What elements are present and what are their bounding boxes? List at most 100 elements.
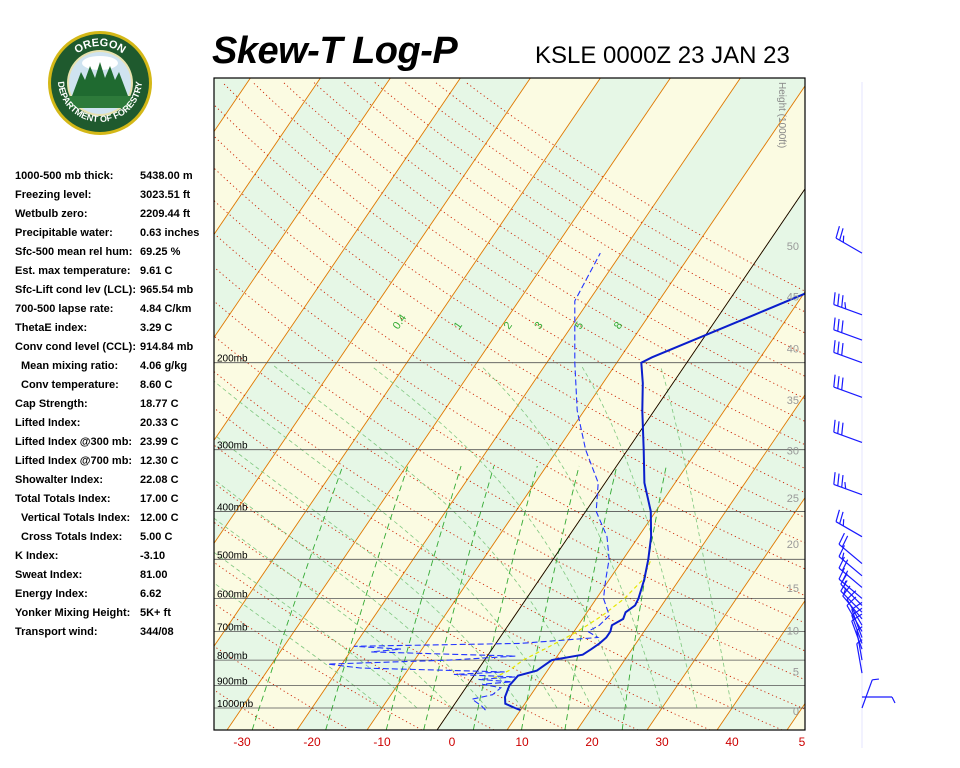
- index-row: Transport wind: 344/08: [15, 624, 215, 643]
- index-label: K Index:: [15, 550, 59, 562]
- index-label: Lifted Index @700 mb:: [15, 455, 133, 467]
- index-label: Lifted Index @300 mb:: [15, 436, 133, 448]
- index-value: 0.63 inches: [140, 227, 200, 239]
- index-value: 965.54 mb: [140, 284, 194, 296]
- isotherm-line: [214, 78, 251, 133]
- mixing-ratio-line: [423, 465, 495, 730]
- mixing-ratio-label: 2: [502, 320, 515, 332]
- dry-adiabat: [214, 444, 711, 730]
- dewpoint-trace: [327, 252, 610, 711]
- index-row: Cross Totals Index: 5.00 C: [15, 529, 215, 548]
- isobar-label: 600mb: [217, 589, 248, 600]
- isotherm-line: [716, 599, 805, 730]
- index-label: Cross Totals Index:: [21, 531, 123, 543]
- index-value: 5438.00 m: [140, 170, 193, 182]
- index-value: 4.84 C/km: [140, 303, 192, 315]
- dry-adiabat: [214, 482, 639, 730]
- index-label: Conv cond level (CCL):: [15, 341, 137, 353]
- index-label: Lifted Index:: [15, 417, 81, 429]
- mixing-ratio-label: 3: [532, 320, 545, 332]
- isotherm-line: [214, 78, 391, 339]
- index-row: Total Totals Index: 17.00 C: [15, 491, 215, 510]
- station-datetime: KSLE 0000Z 23 JAN 23: [535, 42, 790, 69]
- index-row: Freezing level: 3023.51 ft: [15, 187, 215, 206]
- isobar-label: 400mb: [217, 502, 248, 513]
- height-tick-label: 40: [787, 343, 799, 355]
- isobar-label: 800mb: [217, 651, 248, 662]
- index-value: 344/08: [140, 626, 174, 638]
- index-label: Est. max temperature:: [15, 265, 131, 277]
- moist-adiabat: [214, 434, 523, 709]
- dry-adiabat: [282, 81, 805, 422]
- isotherm-line: [0, 78, 40, 730]
- isotherm-line: [0, 78, 180, 730]
- index-row: Showalter Index: 22.08 C: [15, 472, 215, 491]
- wind-barb: [833, 340, 863, 364]
- x-tick-label: 5: [799, 735, 806, 749]
- isotherm-line: [576, 393, 805, 730]
- mixing-ratio-label: 8: [612, 320, 625, 332]
- wind-barb: [833, 419, 863, 443]
- index-label: Cap Strength:: [15, 398, 88, 410]
- moist-adiabat: [480, 365, 663, 709]
- x-tick-label: 0: [449, 735, 456, 749]
- height-tick-label: 0: [793, 706, 799, 718]
- index-row: K Index: -3.10: [15, 548, 215, 567]
- index-value: -3.10: [140, 550, 166, 562]
- index-row: Precipitable water: 0.63 inches: [15, 225, 215, 244]
- mixing-ratio-line: [325, 465, 409, 730]
- isotherm-line: [214, 78, 461, 442]
- index-value: 18.77 C: [140, 398, 179, 410]
- dry-adiabat: [214, 603, 423, 730]
- index-row: Cap Strength: 18.77 C: [15, 396, 215, 415]
- isobar-label: 900mb: [217, 676, 248, 687]
- dry-adiabat: [214, 521, 567, 730]
- isobar-label: 1000mb: [217, 699, 254, 710]
- isotherm-line: [786, 702, 805, 730]
- isobar-label: 500mb: [217, 550, 248, 561]
- index-label: Sweat Index:: [15, 569, 83, 581]
- wind-barb: [833, 374, 863, 398]
- index-row: Sfc-Lift cond lev (LCL): 965.54 mb: [15, 282, 215, 301]
- height-tick-label: 35: [787, 395, 799, 407]
- mixing-ratio-line: [621, 465, 667, 730]
- index-row: Conv temperature: 8.60 C: [15, 377, 215, 396]
- index-label: Precipitable water:: [15, 227, 113, 239]
- index-row: Vertical Totals Index: 12.00 C: [15, 510, 215, 529]
- index-value: 12.30 C: [140, 455, 179, 467]
- index-label: Mean mixing ratio:: [21, 360, 119, 372]
- x-tick-label: -20: [303, 735, 321, 749]
- index-value: 23.99 C: [140, 436, 179, 448]
- index-row: Energy Index: 6.62: [15, 586, 215, 605]
- index-row: 700-500 lapse rate: 4.84 C/km: [15, 301, 215, 320]
- index-label: ThetaE index:: [15, 322, 88, 334]
- index-label: 1000-500 mb thick:: [15, 170, 114, 182]
- height-tick-label: 5: [793, 666, 799, 678]
- index-value: 3.29 C: [140, 322, 173, 334]
- mixing-ratio-line: [385, 465, 462, 730]
- x-tick-label: 40: [725, 735, 739, 749]
- isotherm-band: [227, 78, 741, 730]
- index-value: 914.84 mb: [140, 341, 194, 353]
- isotherm-line: [214, 78, 601, 648]
- moist-adiabat: [214, 478, 488, 709]
- mixing-ratio-line: [472, 465, 538, 730]
- height-axis-label: Height (1000ft): [776, 82, 787, 148]
- wind-barb: [856, 626, 863, 661]
- moist-adiabat: [273, 365, 593, 709]
- index-value: 17.00 C: [140, 493, 179, 505]
- temperature-trace: [503, 292, 805, 712]
- index-row: Lifted Index: 20.33 C: [15, 415, 215, 434]
- moist-adiabat: [660, 365, 733, 709]
- index-value: 20.33 C: [140, 417, 179, 429]
- isobar-label: 200mb: [217, 354, 248, 365]
- wind-barb: [851, 613, 863, 650]
- index-value: 6.62: [140, 588, 162, 600]
- index-label: Wetbulb zero:: [15, 208, 88, 220]
- isobar-label: 700mb: [217, 622, 248, 633]
- x-tick-label: -10: [373, 735, 391, 749]
- index-row: Lifted Index @700 mb: 12.30 C: [15, 453, 215, 472]
- stability-indices-panel: 1000-500 mb thick: 5438.00 m Freezing leve…: [15, 168, 215, 643]
- isotherm-band: [787, 703, 805, 730]
- height-tick-label: 10: [787, 626, 799, 638]
